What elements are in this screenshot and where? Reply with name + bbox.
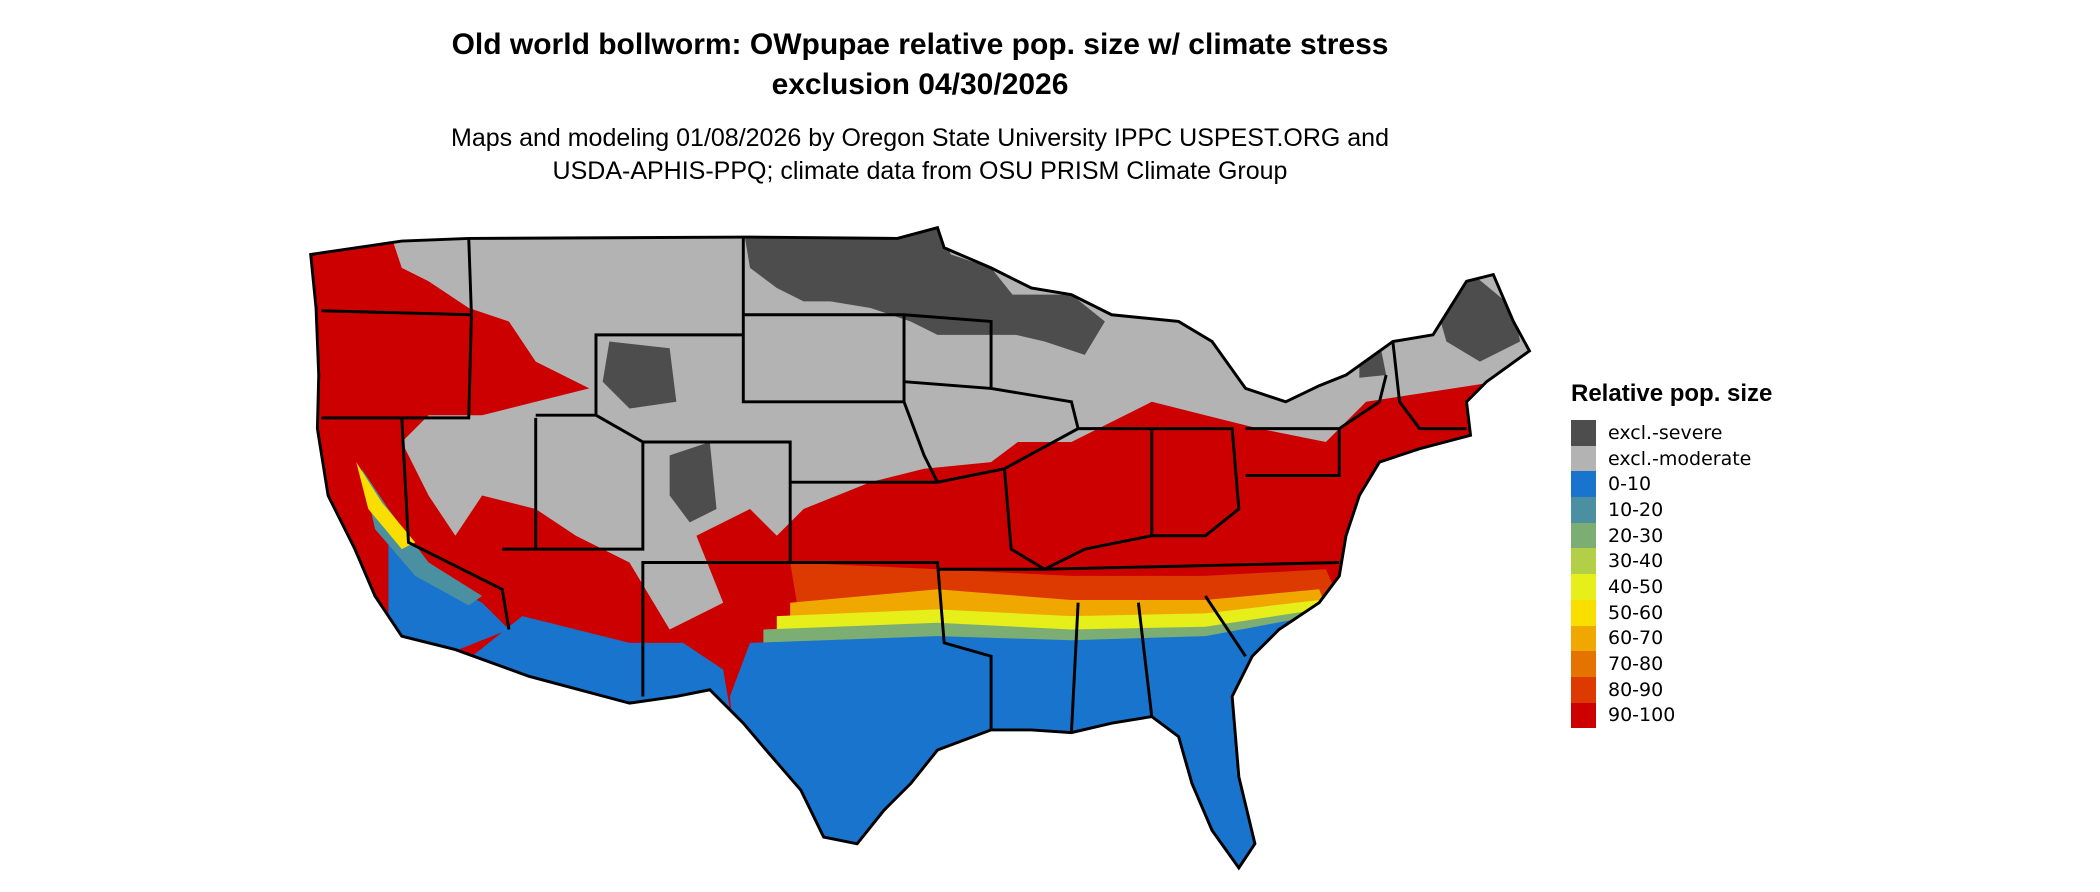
legend-item: 60-70 <box>1571 625 1772 652</box>
legend-swatch <box>1571 522 1596 549</box>
legend-label: excl.-severe <box>1608 421 1723 444</box>
legend-item: excl.-moderate <box>1571 445 1772 472</box>
legend-swatch <box>1571 599 1596 626</box>
legend-swatch <box>1571 702 1596 729</box>
legend-swatch <box>1571 625 1596 652</box>
legend-item: 80-90 <box>1571 676 1772 703</box>
legend-item: 10-20 <box>1571 497 1772 523</box>
subtitle-line-1: Maps and modeling 01/08/2026 by Oregon S… <box>451 124 1389 152</box>
legend-item: 90-100 <box>1571 702 1772 729</box>
title-line-2: exclusion 04/30/2026 <box>771 68 1069 101</box>
legend-label: excl.-moderate <box>1608 447 1752 470</box>
zone-10-20-california <box>361 468 483 606</box>
legend-item: 30-40 <box>1571 548 1772 575</box>
legend-swatch <box>1571 574 1596 600</box>
zone-excl-severe <box>1359 341 1387 378</box>
legend-swatch <box>1571 471 1596 498</box>
legend-item: 40-50 <box>1571 574 1772 600</box>
legend-label: 0-10 <box>1608 473 1652 496</box>
state-borders <box>309 226 1531 870</box>
legend-label: 40-50 <box>1608 575 1664 598</box>
legend-item: 20-30 <box>1571 522 1772 549</box>
legend-label: 30-40 <box>1608 550 1664 573</box>
zone-excl-severe <box>602 341 677 409</box>
legend-item: 0-10 <box>1571 471 1772 498</box>
legend-label: 20-30 <box>1608 524 1664 547</box>
zone-excl-severe <box>991 294 1105 355</box>
zone-excl-severe <box>669 441 717 523</box>
legend-swatch <box>1571 548 1596 575</box>
legend-swatch <box>1571 651 1596 677</box>
title-line-1: Old world bollworm: OWpupae relative pop… <box>451 28 1389 61</box>
legend-swatch <box>1571 676 1596 703</box>
legend-label: 70-80 <box>1608 653 1664 676</box>
legend-label: 80-90 <box>1608 678 1664 701</box>
legend-item: excl.-severe <box>1571 420 1772 446</box>
legend-label: 50-60 <box>1608 601 1664 624</box>
legend-item: 50-60 <box>1571 599 1772 626</box>
legend-label: 10-20 <box>1608 498 1664 521</box>
legend-swatch <box>1571 420 1596 446</box>
zone-50-60-california <box>356 462 416 550</box>
legend: Relative pop. size excl.-severe excl.-mod… <box>1571 380 1773 729</box>
legend-item: 70-80 <box>1571 651 1772 677</box>
subtitle-line-2: USDA-APHIS-PPQ; climate data from OSU PR… <box>552 157 1288 185</box>
legend-label: 90-100 <box>1608 704 1676 727</box>
legend-swatch <box>1571 497 1596 523</box>
legend-swatch <box>1571 445 1596 472</box>
legend-label: 60-70 <box>1608 627 1664 650</box>
legend-title: Relative pop. size <box>1571 380 1773 407</box>
zone-0-10 <box>729 616 1340 868</box>
zone-excl-severe <box>743 227 1045 335</box>
